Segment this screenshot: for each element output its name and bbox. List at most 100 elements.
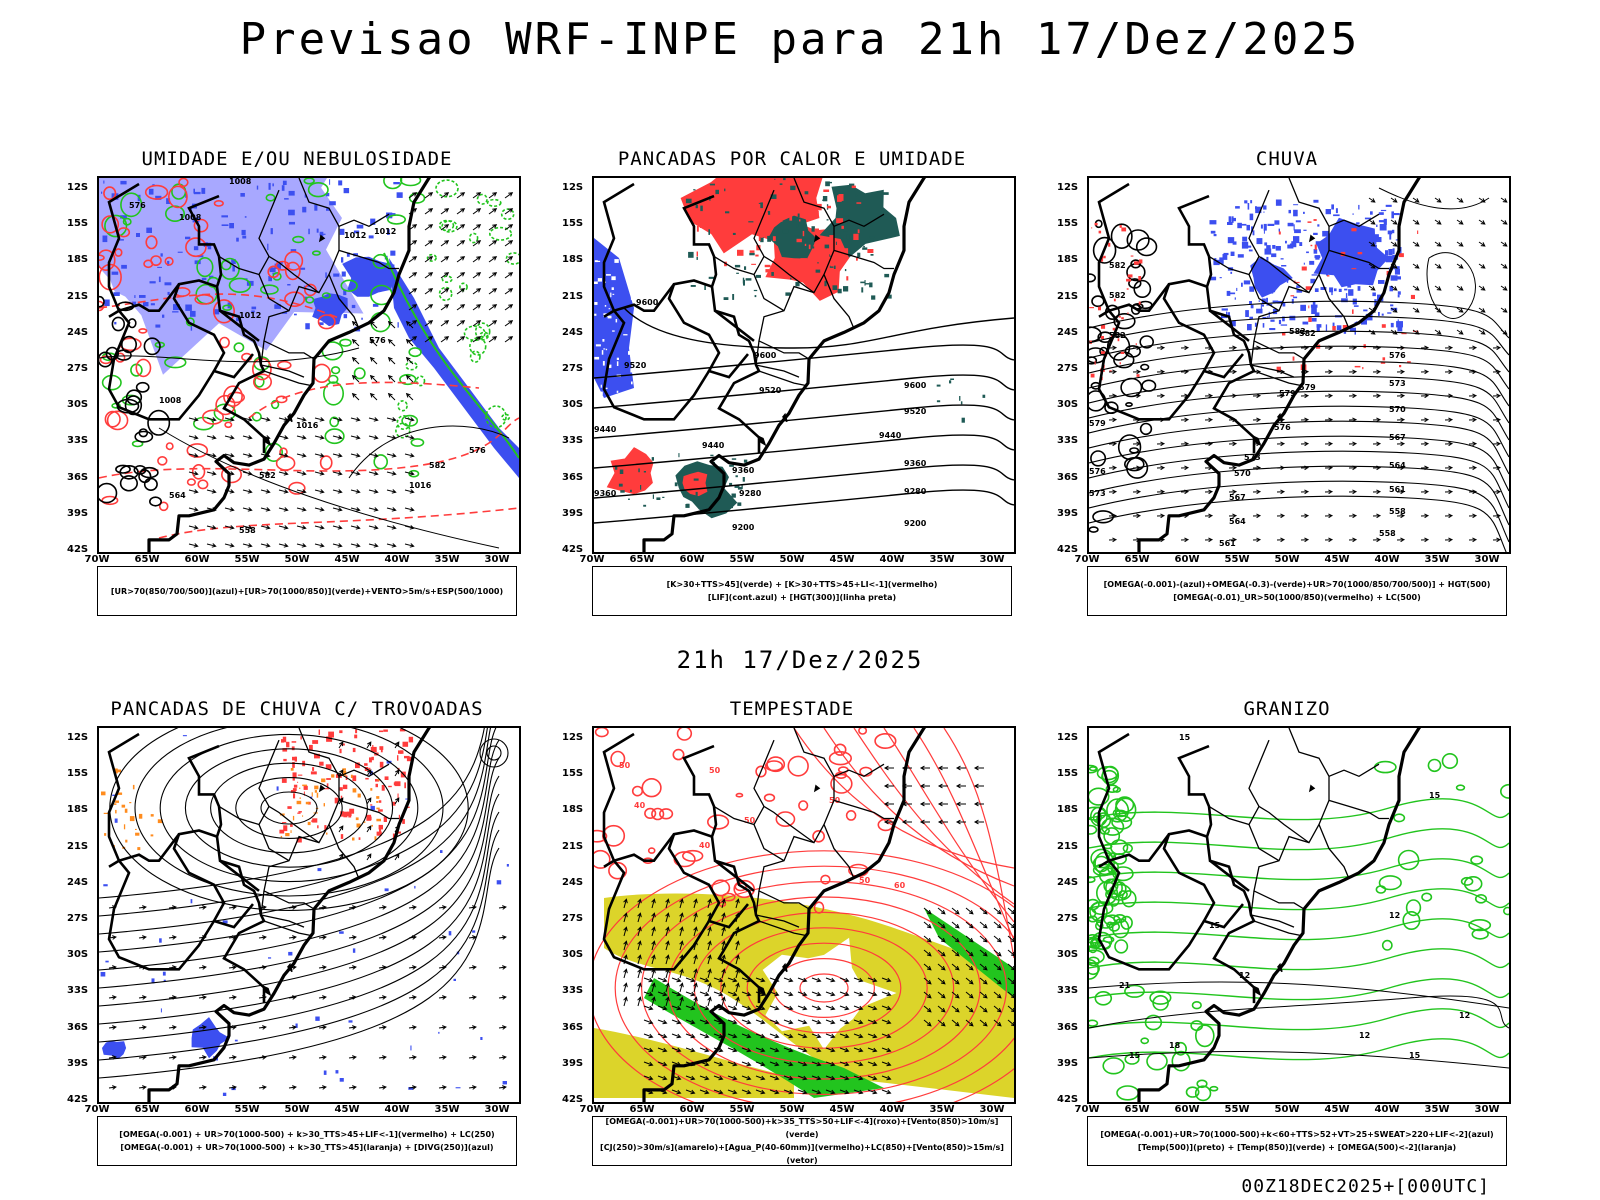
state-border [758, 835, 815, 910]
state-border [1248, 728, 1330, 844]
streamline-arrow [1156, 369, 1166, 375]
instability-speckle [737, 486, 743, 490]
streamline-arrow [108, 1055, 117, 1060]
instability-speckle [861, 287, 864, 293]
streamline [260, 791, 318, 825]
omega-area [1258, 300, 1260, 302]
instability-speckle [651, 457, 654, 461]
wind-vector [296, 453, 307, 458]
lat-tick-label: 15S [562, 218, 584, 230]
contour-label: 12 [1459, 1011, 1470, 1020]
streamline-arrow [1500, 197, 1508, 203]
omega-red-speckle [1351, 228, 1357, 232]
wind-vector [825, 1075, 836, 1081]
humidity-speckle [155, 195, 162, 200]
instability-speckle [804, 191, 810, 195]
wind-vector [679, 996, 684, 1007]
streamline-arrow [1478, 307, 1486, 313]
lake [813, 784, 821, 793]
contour-label: 12 [1239, 971, 1250, 980]
omega-area [1322, 230, 1329, 237]
lat-tick-label: 24S [67, 326, 89, 338]
thunderstorm-red-speckle [378, 800, 382, 803]
streamline-arrow [1396, 417, 1406, 423]
wind-vector [993, 991, 1002, 999]
precipitable-water-contour [594, 728, 609, 738]
humidity-speckle [152, 184, 155, 186]
wind-vector [472, 320, 482, 327]
terrain-contour [1110, 223, 1133, 250]
wind-vector [314, 471, 325, 476]
lon-tick-label: 30W [1474, 1104, 1500, 1115]
instability-speckle [743, 459, 748, 463]
instability-speckle [982, 394, 986, 398]
divergence-speckle [502, 1081, 507, 1085]
instability-speckle [717, 214, 722, 220]
wind-vector [993, 907, 1002, 915]
thickness-contour [312, 363, 331, 384]
streamline-arrow [318, 995, 327, 1000]
streamline-arrow [1132, 513, 1142, 519]
thickness-contour [104, 410, 121, 428]
omega-area [1282, 302, 1286, 307]
wind-vector [504, 192, 514, 199]
thickness-contour [185, 237, 207, 258]
instability-speckle [630, 489, 632, 493]
wind-vector [839, 977, 850, 983]
lon-tick-label: 70W [1074, 1104, 1100, 1115]
thickness-contour [219, 336, 230, 349]
thunderstorm-red-speckle [297, 774, 303, 776]
thunderstorm-red-speckle [404, 755, 410, 759]
lon-tick-label: 55W [234, 1104, 260, 1115]
wind-vector [623, 968, 628, 979]
wind-vector [783, 1033, 794, 1039]
omega-red-speckle [1398, 253, 1404, 258]
omega-area [1249, 286, 1255, 292]
streamline-arrow [366, 825, 372, 833]
streamline-arrow [1132, 465, 1142, 471]
omega-area [1268, 311, 1270, 318]
wind-vector [206, 471, 217, 476]
lifted-index-contour [602, 361, 605, 366]
omega-area [1267, 223, 1275, 226]
divergence-speckle [496, 880, 502, 885]
omega-area [1385, 204, 1392, 207]
wind-vector [368, 471, 379, 476]
omega-red-speckle [1098, 306, 1101, 311]
wind-vector [350, 471, 361, 476]
instability-speckle [748, 221, 754, 223]
wind-vector [1007, 991, 1014, 999]
lat-tick-label: 27S [562, 363, 584, 375]
panel-title: UMIDADE E/OU NEBULOSIDADE [141, 148, 453, 170]
streamline-arrow [1492, 369, 1502, 375]
lifted-index-contour [601, 350, 604, 355]
lake [1277, 962, 1283, 973]
lifted-index-contour [605, 387, 608, 390]
lifted-index-contour [594, 302, 598, 305]
omega-red-speckle [1126, 288, 1129, 290]
precipitable-water-contour [733, 879, 755, 899]
humidity-speckle [282, 180, 287, 185]
wind-vector [727, 1061, 738, 1067]
humidity-speckle [288, 190, 295, 196]
wind-vector [408, 288, 418, 295]
omega-red-speckle [1108, 242, 1111, 247]
terrain-contour [105, 346, 120, 361]
thunderstorm-red-speckle [292, 772, 297, 779]
wind-vector [188, 525, 199, 530]
omega-red-speckle [1301, 266, 1307, 271]
low-level-humidity-contour [233, 342, 245, 353]
low-level-humidity-contour [474, 322, 491, 341]
omega-area [1281, 265, 1287, 267]
wind-vector [721, 982, 726, 993]
omega-area [1375, 237, 1382, 243]
wind-vector [296, 489, 307, 494]
omega-area [1390, 275, 1398, 281]
lat-tick-label: 30S [67, 399, 89, 411]
wind-vector [206, 543, 217, 548]
temperature-850-contour [1471, 928, 1489, 940]
streamline-arrow [408, 1085, 417, 1090]
thunderstorm-orange-speckle [376, 818, 381, 822]
contour-label: 573 [1244, 453, 1261, 462]
instability-speckle [815, 269, 821, 273]
